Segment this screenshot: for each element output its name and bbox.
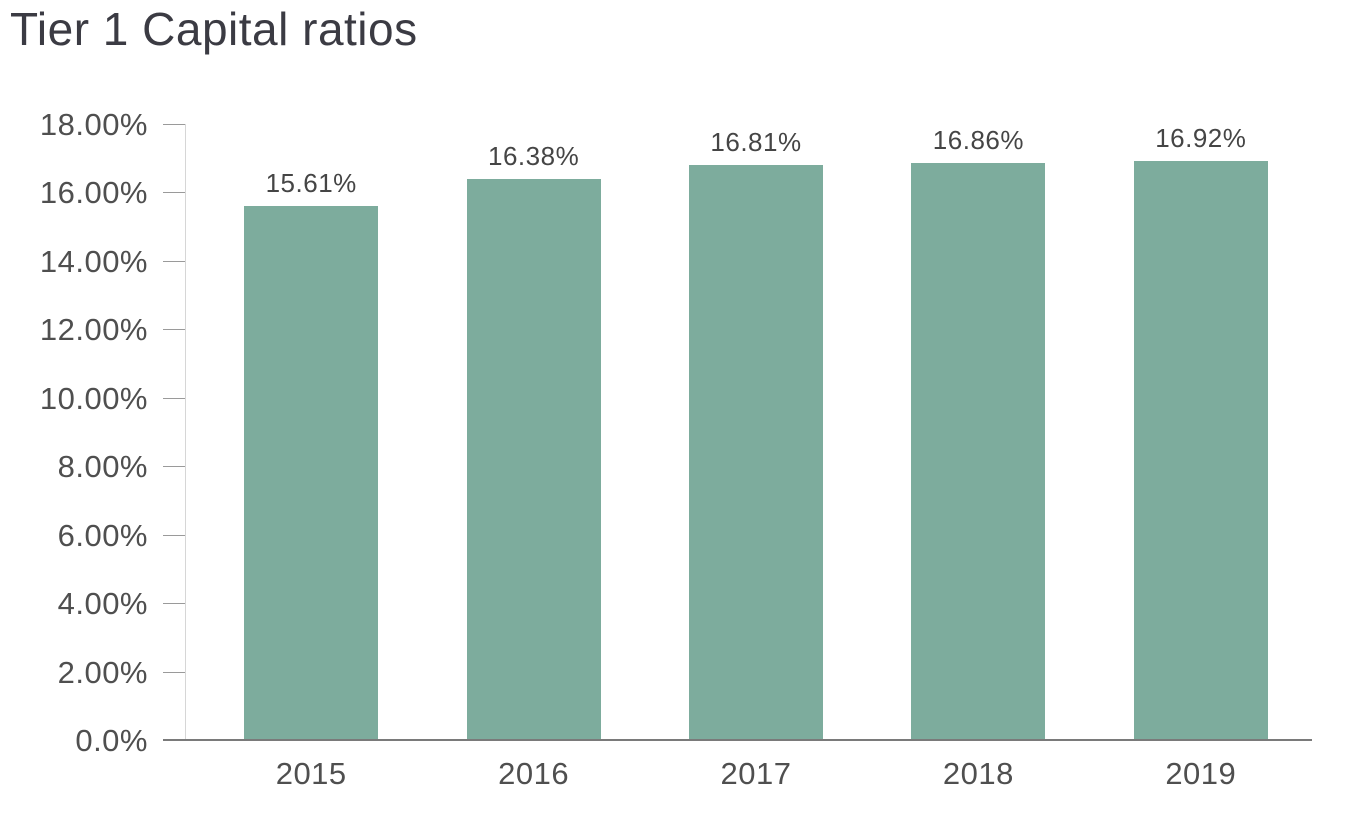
bar-2018 [911, 163, 1046, 740]
y-tick-label: 8.00% [57, 449, 148, 485]
y-tick-label: 4.00% [57, 586, 148, 622]
y-tick-label: 2.00% [57, 654, 148, 690]
y-tick-mark [163, 671, 185, 673]
x-axis-label-2016: 2016 [498, 756, 570, 791]
bar-value-label: 16.86% [932, 125, 1024, 155]
y-tick-mark [163, 329, 185, 331]
bar-value-label: 15.61% [265, 167, 357, 198]
x-axis-line [163, 739, 1312, 741]
x-axis-label-2018: 2018 [942, 756, 1014, 791]
y-tick-label: 16.00% [39, 175, 148, 211]
y-tick-mark [163, 124, 185, 125]
bar-2017 [689, 164, 823, 740]
x-axis-label-2017: 2017 [720, 756, 792, 791]
y-tick-label: 12.00% [39, 312, 148, 348]
bar-2016 [466, 179, 601, 740]
bar-2015 [244, 205, 379, 740]
y-tick-label: 0.0% [75, 723, 148, 758]
bar-2019 [1133, 160, 1268, 740]
bar-value-label: 16.92% [1155, 122, 1247, 153]
y-tick-mark [163, 397, 185, 399]
y-tick-mark [163, 603, 185, 605]
y-tick-mark [163, 192, 185, 194]
y-axis-line [185, 124, 186, 740]
y-tick-label: 18.00% [39, 107, 148, 142]
y-tick-label: 10.00% [39, 380, 148, 416]
chart-title: Tier 1 Capital ratios [10, 3, 418, 55]
y-tick-label: 14.00% [39, 243, 148, 279]
bar-value-label: 16.38% [488, 141, 580, 172]
y-tick-mark [163, 260, 185, 262]
bar-value-label: 16.81% [710, 126, 802, 157]
y-tick-label: 6.00% [57, 517, 148, 553]
x-axis-label-2015: 2015 [275, 756, 347, 791]
y-tick-mark [163, 534, 185, 536]
y-tick-mark [163, 466, 185, 468]
x-axis-label-2019: 2019 [1165, 756, 1237, 791]
